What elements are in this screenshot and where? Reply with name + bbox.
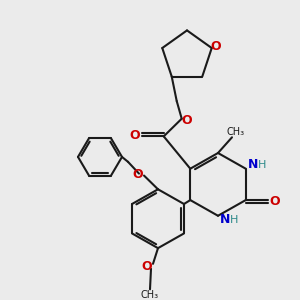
Text: H: H [230,215,238,225]
Text: CH₃: CH₃ [141,290,159,300]
Text: O: O [269,195,280,208]
Text: H: H [257,160,266,170]
Text: O: O [182,114,192,127]
Text: O: O [129,129,140,142]
Text: O: O [133,168,143,181]
Text: N: N [248,158,258,171]
Text: N: N [220,213,230,226]
Text: O: O [142,260,152,273]
Text: O: O [210,40,221,52]
Text: CH₃: CH₃ [227,128,245,137]
